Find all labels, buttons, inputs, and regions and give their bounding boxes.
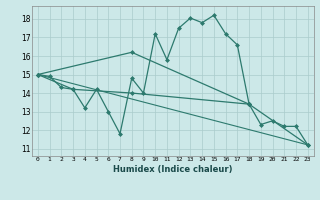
X-axis label: Humidex (Indice chaleur): Humidex (Indice chaleur) (113, 165, 233, 174)
